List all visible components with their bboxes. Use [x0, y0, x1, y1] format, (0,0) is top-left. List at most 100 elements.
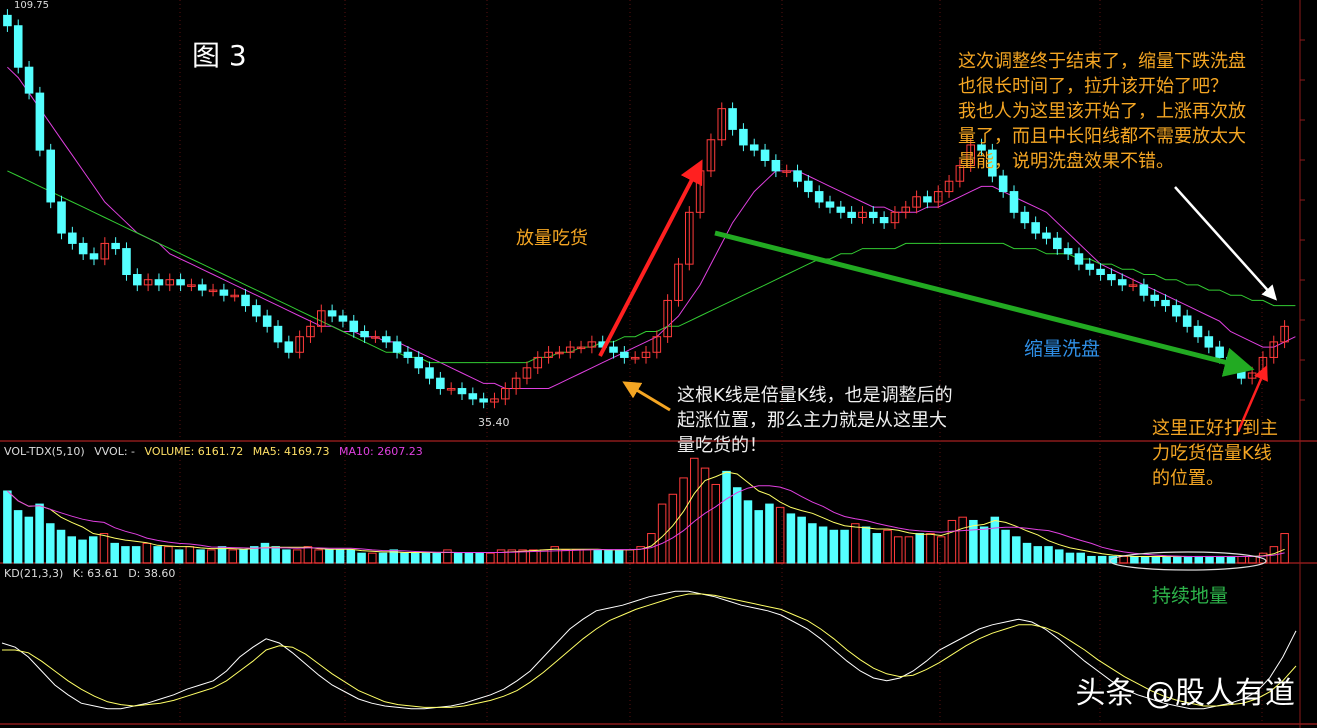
candle-body — [793, 170, 802, 182]
volume-bar — [174, 549, 184, 564]
candle-body — [1182, 315, 1192, 327]
candle-body — [533, 356, 543, 369]
volume-bar — [1215, 555, 1225, 564]
candle-body — [739, 128, 748, 146]
kd-lines — [1, 590, 1297, 710]
volume-bar — [249, 546, 259, 564]
candle-body — [901, 206, 911, 213]
price-low-label: 35.40 — [478, 416, 510, 429]
volume-bar — [690, 457, 699, 564]
volume-bar — [529, 549, 538, 564]
volume-bar — [410, 552, 420, 564]
candle-body — [262, 315, 272, 327]
candle-body — [306, 325, 315, 338]
candle-body — [804, 180, 813, 193]
volume-bar — [432, 552, 441, 564]
candle-body — [392, 341, 402, 353]
volume-bar — [496, 549, 506, 564]
candle-body — [446, 388, 456, 391]
volume-bar — [818, 526, 828, 564]
volume-bar — [1248, 555, 1257, 564]
volume-bar — [915, 533, 924, 564]
candle-body — [208, 289, 218, 293]
volume-bar — [164, 546, 173, 564]
candle-body — [78, 242, 88, 255]
volume-bar — [99, 533, 109, 564]
candle-body — [717, 108, 727, 141]
volume-ma5-line — [7, 471, 1285, 557]
volume-bar — [475, 552, 484, 564]
volume-bar — [582, 549, 592, 564]
candle-body — [858, 211, 867, 219]
volume-bar — [507, 549, 517, 564]
volume-bar — [872, 533, 882, 564]
annotation-dadao: 这里正好打到主 力吃货倍量K线 的位置。 — [1152, 418, 1278, 489]
candle-body — [230, 294, 239, 298]
volume-bar — [732, 487, 742, 564]
candle-body — [1096, 268, 1105, 276]
candle-body — [436, 377, 445, 390]
volume-bar — [88, 536, 98, 564]
candle-body — [187, 284, 196, 287]
volume-bar — [754, 510, 763, 564]
volume-bar — [346, 549, 356, 564]
annotation-chixu: 持续地量 — [1152, 585, 1229, 607]
candle-body — [468, 393, 478, 400]
volume-bar — [335, 549, 345, 564]
candle-body — [1215, 346, 1224, 358]
candle-body — [565, 346, 575, 353]
candle-body — [1085, 263, 1095, 270]
candle-body — [1161, 299, 1170, 307]
volume-bar — [453, 552, 463, 564]
kd-indicator-name: KD(21,3,3) — [4, 567, 64, 580]
volume-bar — [1119, 555, 1128, 564]
candle-body — [425, 367, 434, 379]
volume-bar — [1033, 546, 1043, 564]
volume-bar — [56, 529, 66, 564]
low-volume-highlight — [1109, 551, 1267, 571]
watermark: 头条 @股人有道 — [1075, 676, 1295, 711]
candle-body — [57, 201, 66, 234]
candle-body — [782, 170, 791, 173]
volume-bar — [1194, 555, 1204, 564]
candle-body — [912, 196, 921, 208]
kd-line-d — [2, 593, 1297, 708]
volume-bar — [131, 546, 141, 564]
candle-body — [154, 279, 164, 286]
volume-bar — [786, 513, 796, 564]
volume-bar — [260, 542, 270, 564]
volume-bar — [443, 549, 452, 564]
volume-bar — [636, 546, 645, 564]
candle-body — [544, 351, 553, 358]
candle-body — [869, 211, 878, 219]
volume-bar — [1054, 549, 1064, 564]
candle-body — [284, 341, 294, 353]
volume-bar — [13, 510, 23, 564]
price-high-label: 109.75 — [14, 0, 49, 11]
kd-d: D: 38.60 — [128, 567, 176, 580]
volume-bar — [196, 549, 205, 564]
volume-bar — [1183, 555, 1193, 564]
candle-body — [89, 253, 99, 260]
candle-body — [749, 144, 759, 151]
vol-volume: VOLUME: 6161.72 — [144, 445, 244, 458]
volume-bar — [239, 549, 248, 564]
volume-bar — [78, 539, 87, 564]
candle-body — [143, 279, 153, 286]
kd-header: KD(21,3,3) K: 63.61 D: 38.60 — [4, 567, 181, 580]
volume-bar — [378, 552, 388, 564]
candle-body — [728, 108, 737, 130]
candle-body — [3, 14, 12, 27]
volume-bar — [550, 546, 560, 564]
candle-body — [1074, 253, 1084, 265]
candle-body — [100, 242, 110, 260]
volume-bar — [368, 552, 377, 564]
candle-body — [1107, 274, 1116, 281]
volume-bar — [389, 549, 399, 564]
candle-body — [879, 217, 889, 224]
annotation-arrows — [598, 159, 1278, 433]
candle-body — [349, 320, 359, 333]
volume-bar — [1001, 529, 1010, 564]
volume-bar — [153, 546, 162, 564]
